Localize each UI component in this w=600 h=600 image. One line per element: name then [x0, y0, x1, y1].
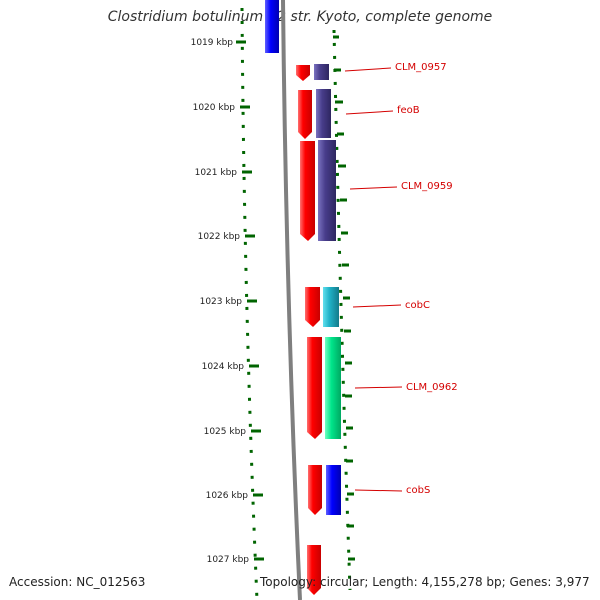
gene-block-cobs — [326, 465, 341, 515]
ruler-label: 1019 kbp — [191, 38, 234, 48]
right-ruler-dots — [332, 29, 352, 591]
genome-summary-text: Topology: circular; Length: 4,155,278 bp… — [260, 575, 590, 589]
ruler-labels: 1019 kbp 1020 kbp 1021 kbp 1022 kbp 1023… — [191, 38, 250, 565]
leader-line — [344, 67, 392, 72]
cds-arrow — [307, 545, 321, 595]
ruler-label: 1025 kbp — [204, 427, 247, 437]
cds-arrow — [298, 90, 312, 139]
ruler-label: 1022 kbp — [198, 232, 241, 242]
cds-track — [296, 65, 322, 595]
cds-arrow — [305, 287, 320, 327]
leader-line — [352, 304, 402, 308]
genome-backbone — [281, 0, 302, 600]
leader-line — [345, 110, 394, 115]
gene-label-cobs: cobS — [406, 485, 430, 496]
gene-label-clm0962: CLM_0962 — [406, 382, 458, 393]
ruler-label: 1020 kbp — [193, 103, 236, 113]
cds-arrow — [308, 465, 322, 515]
ruler-label: 1024 kbp — [202, 362, 245, 372]
gene-label-clm0957: CLM_0957 — [395, 62, 447, 73]
gene-labels: CLM_0957 feoB CLM_0959 cobC CLM_0962 cob… — [395, 62, 458, 496]
leader-line — [354, 386, 403, 389]
left-ruler — [236, 7, 264, 600]
leader-line — [354, 489, 403, 492]
gene-block-clm0957 — [314, 64, 329, 80]
gene-label-clm0959: CLM_0959 — [401, 181, 453, 192]
gene-block-cobc — [323, 287, 339, 327]
left-ruler-dots — [240, 7, 259, 600]
accession-text: Accession: NC_012563 — [9, 575, 146, 589]
leader-line — [349, 186, 398, 190]
cds-arrow — [307, 337, 322, 439]
ruler-label: 1027 kbp — [207, 555, 250, 565]
cds-arrow — [296, 65, 310, 81]
ruler-label: 1021 kbp — [195, 168, 238, 178]
ruler-label: 1026 kbp — [206, 491, 249, 501]
gene-track — [314, 64, 341, 515]
gene-block-clm0962 — [325, 337, 341, 439]
gene-block-clm0959 — [318, 140, 336, 241]
gene-label-cobc: cobC — [405, 300, 430, 311]
gene-block-feob — [316, 89, 331, 138]
ruler-label: 1023 kbp — [200, 297, 243, 307]
gene-label-feob: feoB — [397, 105, 420, 116]
gene-feature-blue-top — [265, 0, 279, 53]
right-ruler — [332, 29, 355, 591]
map-title: Clostridium botulinum A2 str. Kyoto, com… — [107, 9, 493, 25]
cds-arrow — [300, 141, 315, 241]
label-leaders — [344, 67, 403, 492]
